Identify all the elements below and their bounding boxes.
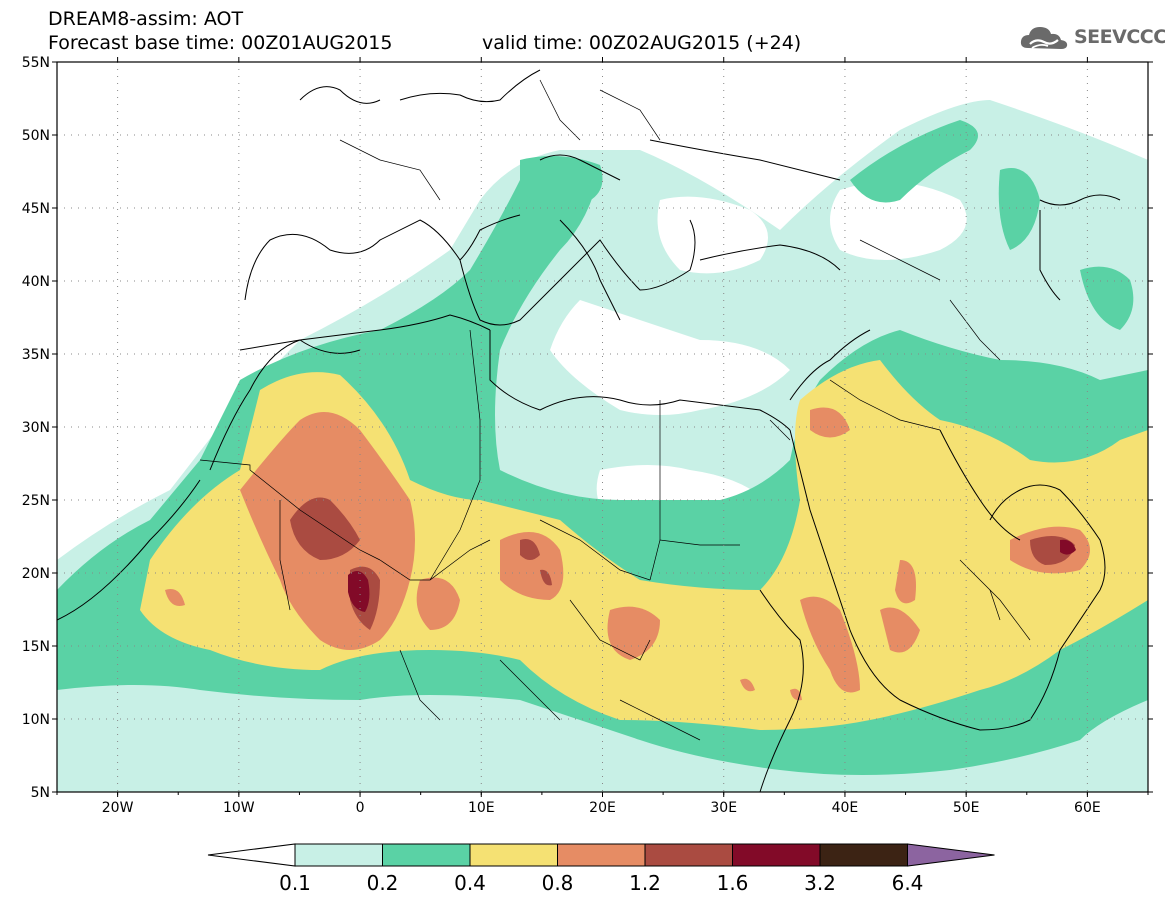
- colorbar-label: 0.4: [454, 871, 486, 895]
- lon-label: 10E: [468, 800, 495, 816]
- map-title: DREAM8-assim: AOT: [48, 8, 244, 30]
- colorbar-label: 0.1: [279, 871, 311, 895]
- colorbar-swatch: [557, 843, 646, 867]
- lat-label: 40N: [22, 274, 50, 290]
- colorbar-label: 0.2: [367, 871, 399, 895]
- graticule: [57, 62, 1148, 792]
- lon-label: 60E: [1074, 800, 1101, 816]
- logo-text: SEEVCCC: [1074, 26, 1165, 48]
- colorbar-label: 1.6: [717, 871, 749, 895]
- colorbar-swatch: [644, 843, 733, 867]
- lon-label: 20W: [102, 800, 134, 816]
- colorbar-swatch: [732, 843, 821, 867]
- lon-label: 30E: [710, 800, 737, 816]
- lat-label: 50N: [22, 128, 50, 144]
- lat-label: 30N: [22, 420, 50, 436]
- valid-time: valid time: 00Z02AUG2015 (+24): [482, 32, 802, 54]
- longitude-labels: 20W 10W 0 10E 20E 30E 40E 50E 60E: [102, 800, 1101, 816]
- borders: [199, 79, 1031, 741]
- lat-label: 5N: [31, 785, 50, 801]
- colorbar-label: 6.4: [892, 871, 924, 895]
- colorbar-label: 3.2: [804, 871, 836, 895]
- lat-label: 20N: [22, 566, 50, 582]
- cloud-icon: [1020, 27, 1068, 49]
- lat-label: 10N: [22, 712, 50, 728]
- seevccc-logo: SEEVCCC: [1018, 22, 1165, 52]
- lon-label: 10W: [223, 800, 255, 816]
- lon-label: 0: [356, 800, 365, 816]
- lat-label: 45N: [22, 201, 50, 217]
- forecast-base-time: Forecast base time: 00Z01AUG2015: [48, 32, 393, 54]
- colorbar: 0.1 0.2 0.4 0.8 1.2 1.6 3.2 6.4: [207, 843, 995, 895]
- colorbar-swatch: [469, 843, 558, 867]
- colorbar-label: 0.8: [542, 871, 574, 895]
- colorbar-over-triangle: [907, 843, 995, 867]
- lat-label: 15N: [22, 639, 50, 655]
- lat-label: 35N: [22, 347, 50, 363]
- axis-ticks: [52, 57, 1153, 797]
- lat-label: 25N: [22, 493, 50, 509]
- colorbar-under-triangle: [207, 843, 296, 867]
- latitude-labels: 55N 50N 45N 40N 35N 30N 25N 20N 15N 10N 5N: [22, 55, 50, 801]
- lon-label: 20E: [589, 800, 616, 816]
- colorbar-swatch: [819, 843, 908, 867]
- colorbar-label: 1.2: [629, 871, 661, 895]
- coastlines: [57, 69, 1121, 792]
- lon-label: 40E: [832, 800, 859, 816]
- colorbar-swatch: [294, 843, 383, 867]
- lat-label: 55N: [22, 55, 50, 71]
- colorbar-swatch: [382, 843, 471, 867]
- lon-label: 50E: [953, 800, 980, 816]
